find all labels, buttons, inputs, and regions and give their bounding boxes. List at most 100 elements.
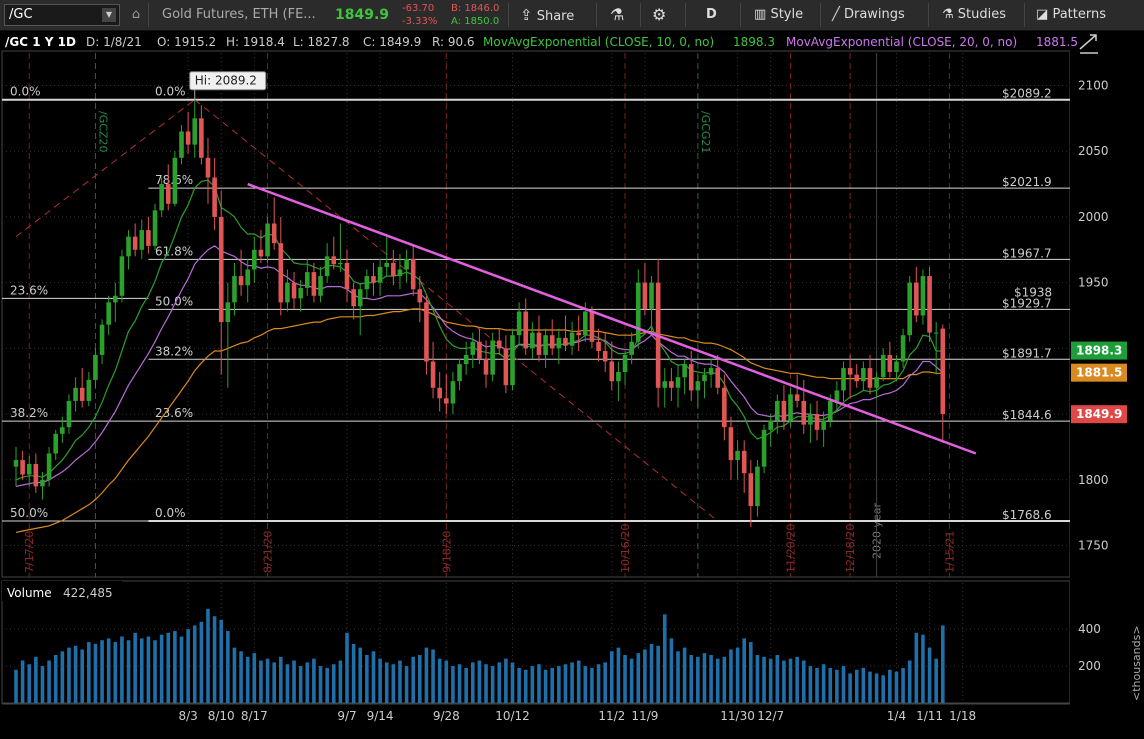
volume-bar	[676, 651, 680, 703]
candle-body	[761, 429, 767, 467]
fib-level-price: $1891.7	[1002, 346, 1052, 360]
candle-body	[490, 340, 495, 375]
symbol-dropdown-icon[interactable]: ▼	[102, 8, 116, 22]
candle-body	[662, 381, 668, 388]
candle-body	[119, 256, 125, 296]
drawings-button[interactable]: ╱ Drawings	[832, 0, 905, 30]
price-axis-label: 1950	[1078, 276, 1109, 290]
volume-bar	[312, 658, 316, 703]
candle-body	[794, 394, 800, 401]
volume-bar	[795, 656, 799, 703]
candle-body	[649, 282, 654, 309]
separator	[685, 3, 686, 27]
fib-level-pct: 23.6%	[155, 406, 193, 420]
volume-bar	[735, 647, 740, 703]
share-button[interactable]: ⇪ Share	[520, 0, 574, 30]
style-button[interactable]: ▥ Style	[754, 0, 803, 30]
candle-body	[205, 157, 211, 178]
drawings-label: Drawings	[843, 7, 905, 22]
ema10-value: 1898.3	[733, 35, 775, 49]
candle-body	[26, 464, 32, 475]
candle-body	[549, 335, 555, 349]
volume-bar	[146, 636, 151, 703]
chart-svg[interactable]: 7/17/20 8/21/20 9/18/20 10/16/20 11/20/20 12/…	[0, 31, 1144, 735]
candle-body	[245, 269, 250, 286]
time-axis-label: 11/9	[631, 709, 658, 723]
candle-body	[93, 354, 98, 380]
volume-bar	[563, 664, 568, 703]
volume-bar	[649, 643, 654, 703]
volume-bar	[788, 658, 793, 703]
contract-label: /GCG21	[699, 111, 712, 153]
trendline[interactable]	[247, 182, 977, 455]
candle-body	[821, 420, 826, 430]
fib-left-pct: 23.6%	[10, 283, 48, 297]
volume-bar	[715, 658, 720, 703]
volume-bar	[854, 669, 859, 703]
candle-body	[371, 276, 376, 283]
volume-bar	[179, 636, 184, 703]
volume-bar	[590, 667, 594, 703]
price-tag-box	[1071, 363, 1127, 382]
volume-bar	[656, 645, 660, 703]
fib-level-pct: 0.0%	[155, 85, 186, 99]
volume-bar	[245, 656, 250, 703]
volume-label: Volume	[7, 586, 52, 600]
candle-body	[53, 433, 59, 454]
fib-left-pct: 0.0%	[10, 85, 41, 99]
high-label: Hi: 2089.2	[195, 74, 257, 88]
price-axis-label: 2050	[1078, 144, 1109, 158]
volume-bar	[768, 658, 773, 703]
candle-body	[788, 394, 793, 421]
candle-body	[252, 249, 257, 270]
volume-header-bg	[2, 581, 122, 601]
symbol-lock-icon[interactable]: ⌂	[131, 7, 141, 22]
volume-bar	[557, 666, 561, 703]
candle-body	[404, 258, 409, 270]
price-tags: 1898.3 1881.5 1849.9	[1071, 341, 1127, 424]
chart-area[interactable]: 7/17/20 8/21/20 9/18/20 10/16/20 11/20/20 12/…	[0, 31, 1144, 735]
volume-bar	[113, 642, 118, 703]
symbol-description: Gold Futures, ETH (FE...	[162, 7, 316, 22]
ema20-label[interactable]: MovAvgExponential (CLOSE, 20, 0, no)	[786, 35, 1017, 49]
candle-body	[503, 348, 509, 386]
volume-bar	[762, 656, 766, 703]
time-axis-label: 11/2	[598, 709, 625, 723]
extra-price-label: $1938	[1014, 285, 1052, 299]
volume-bar	[391, 664, 396, 703]
volume-bar	[219, 619, 224, 703]
volume-bar	[20, 660, 25, 703]
collapse-chart-icon[interactable]	[1079, 34, 1098, 54]
resistance-trendline[interactable]	[247, 182, 977, 455]
volume-bar	[616, 647, 621, 703]
candle-body	[827, 400, 833, 421]
ema10-label[interactable]: MovAvgExponential (CLOSE, 10, 0, no)	[483, 35, 714, 49]
settings-gear-icon[interactable]: ⚙	[652, 5, 667, 24]
volume-axis-label: 200	[1078, 659, 1101, 673]
candle-body	[146, 230, 151, 246]
separator	[820, 3, 821, 27]
toolbar: /GC ▼ ⌂ Gold Futures, ETH (FE... 1849.9 …	[0, 0, 1144, 31]
studies-button[interactable]: ⚗ Studies	[942, 0, 1006, 30]
candle-body	[874, 377, 879, 388]
patterns-label: Patterns	[1052, 7, 1106, 22]
symbol-input[interactable]: /GC ▼	[4, 4, 120, 26]
patterns-button[interactable]: ◪ Patterns	[1036, 0, 1106, 30]
volume-bar	[861, 667, 866, 703]
candle-body	[424, 302, 429, 362]
candle-body	[20, 460, 25, 475]
volume-bar	[484, 664, 488, 703]
aggregation-button[interactable]: D	[706, 7, 717, 22]
volume-bar	[305, 662, 310, 703]
volume-bar	[497, 662, 502, 703]
flask-icon[interactable]: ⚗	[610, 5, 625, 24]
volume-bar	[27, 664, 32, 703]
candle-body	[344, 262, 350, 290]
fib-level-pct: 0.0%	[155, 506, 186, 520]
volume-bar	[232, 647, 237, 703]
candle-body	[271, 223, 277, 244]
chart-title: /GC 1 Y 1D	[5, 35, 76, 49]
candle-body	[126, 236, 131, 257]
volume-bar	[265, 658, 270, 703]
header-date: D: 1/8/21	[86, 35, 142, 49]
